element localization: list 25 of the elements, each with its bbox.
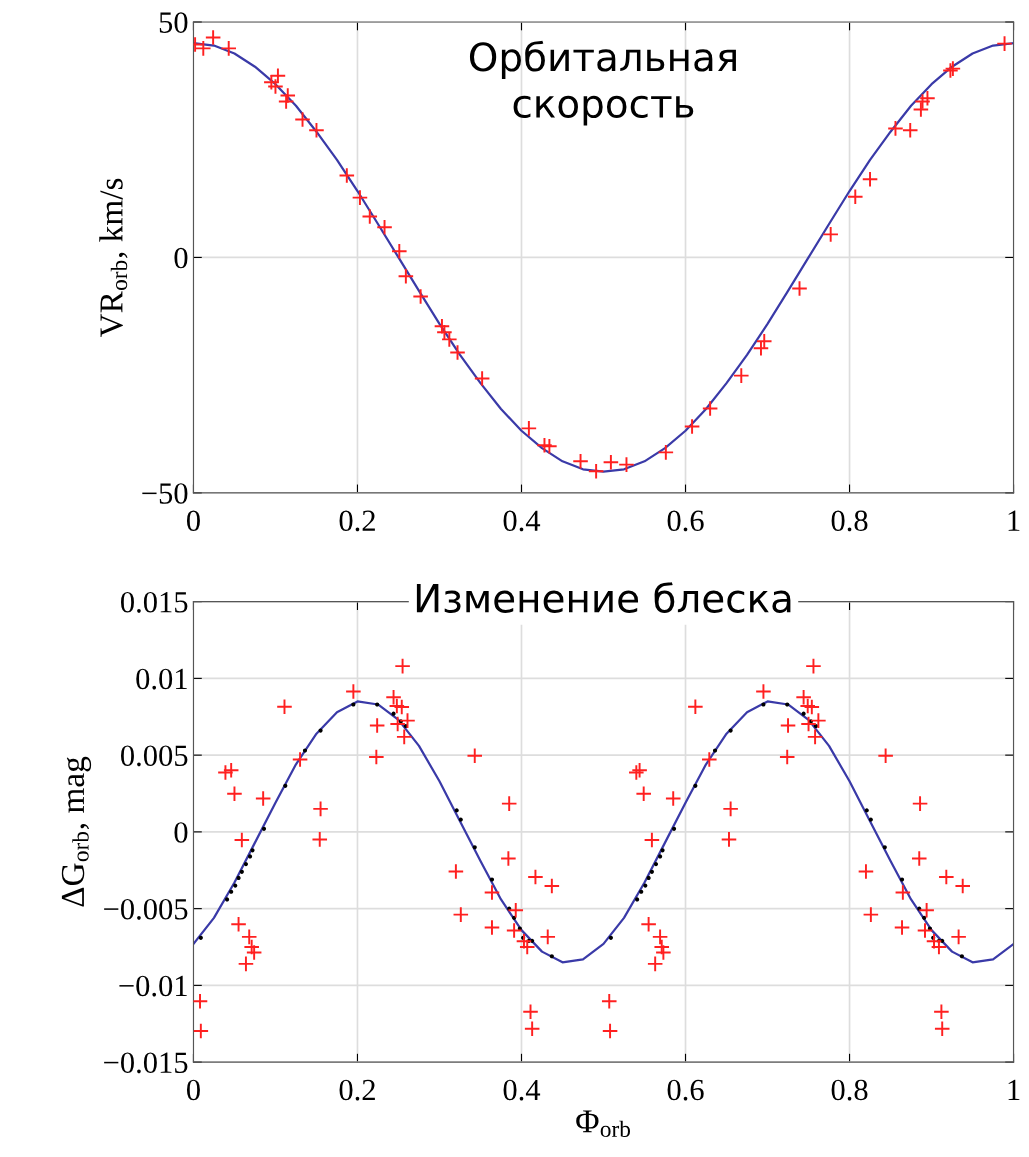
chart-title: Изменение блеска [416,582,791,613]
y-tick-label: −50 [142,483,188,504]
x-tick-label: 0.4 [503,1079,541,1101]
x-tick-label: 0.8 [831,510,868,532]
x-tick-label: 0.2 [339,1079,375,1101]
y-tick-label: −0.01 [119,975,187,997]
y-tick-label: 0.01 [136,668,187,690]
y-axis-title: ΔG$_{orb}$, mag [61,756,92,907]
y-tick-label: 50 [159,12,188,33]
y-tick-label: 0.015 [121,591,188,613]
x-tick-label: 0.6 [667,510,704,532]
text: Орбитальная скорость [469,40,736,126]
y-tick-label: 0.005 [121,745,188,767]
x-tick-label: 0.4 [503,510,541,532]
x-tick-label: 0.8 [831,1079,868,1101]
x-tick-label: 1 [1008,1079,1020,1100]
y-tick-label: −0.005 [104,898,188,920]
y-tick-label: 0 [174,247,188,269]
y-axis-title: VR$_{orb}$, km/s [99,178,128,338]
x-axis-title: Φ$_{orb}$ [576,1110,631,1138]
y-tick-label: 0 [174,822,188,843]
x-tick-label: 0.2 [339,510,375,532]
y-tick-label: −0.015 [104,1052,188,1074]
x-tick-label: 0.6 [667,1079,704,1101]
x-tick-label: 1 [1008,510,1020,531]
